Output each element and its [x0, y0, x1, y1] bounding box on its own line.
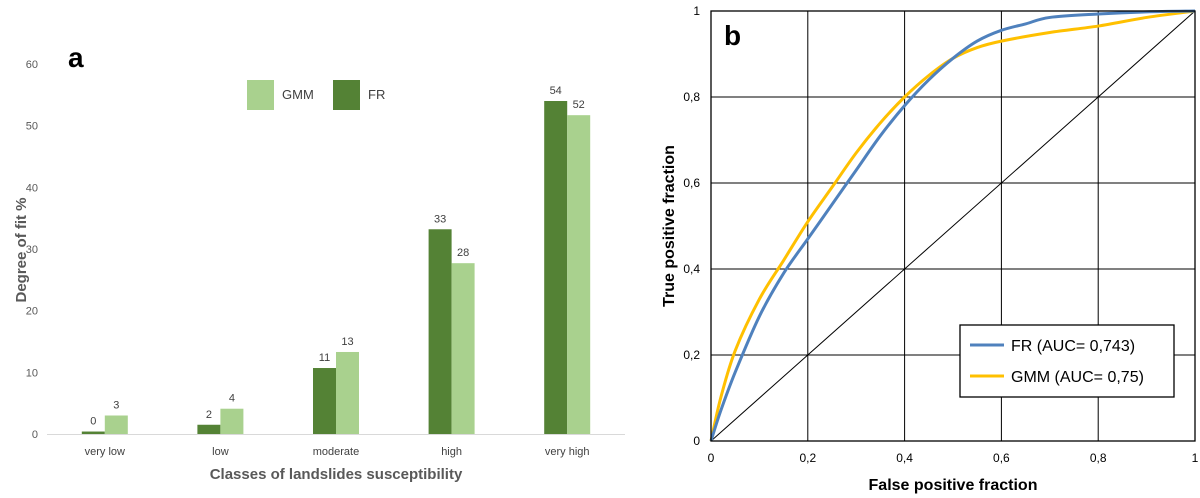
data-label-fr: 33: [434, 213, 446, 225]
data-label-fr: 0: [90, 416, 96, 428]
x-tick-label-b: 0,4: [896, 451, 913, 465]
legend-box-b: [959, 324, 1175, 398]
series-lines-b: [709, 9, 1196, 442]
y-tick-label-a: 10: [26, 367, 38, 379]
y-tick-label-a: 40: [26, 182, 38, 194]
y-axis-title-a: Degree of fit %: [13, 197, 30, 302]
bar-gmm: [567, 115, 591, 434]
legend-label-gmm: GMM: [282, 87, 314, 102]
bar-fr: [197, 424, 221, 434]
data-label-gmm: 52: [573, 99, 585, 111]
panel-label-b: b: [724, 20, 741, 51]
legend-a: GMM FR: [247, 80, 385, 110]
data-label-fr: 11: [319, 352, 330, 364]
panel-label-a: a: [68, 42, 84, 73]
x-tick-label-b: 0,2: [799, 451, 816, 465]
x-axis-title-b: False positive fraction: [869, 477, 1038, 494]
y-tick-label-b: 1: [693, 4, 700, 18]
y-tick-label-a: 0: [32, 429, 38, 441]
category-label-a: moderate: [313, 446, 359, 458]
legend-swatch-gmm: [247, 80, 274, 110]
y-tick-label-a: 30: [26, 244, 38, 256]
bar-gmm: [220, 408, 244, 434]
data-label-gmm: 4: [229, 393, 235, 405]
y-tick-label-b: 0,4: [683, 262, 700, 276]
plot-frame-b: [710, 10, 1196, 442]
x-tick-label-b: 0,8: [1090, 451, 1107, 465]
x-tick-label-b: 0: [708, 451, 715, 465]
bar-fr: [313, 368, 336, 434]
y-tick-label-a: 50: [26, 121, 38, 133]
legend-b: FR (AUC= 0,743) GMM (AUC= 0,75): [959, 324, 1175, 398]
data-label-gmm: 3: [113, 400, 119, 412]
data-label-fr: 54: [550, 85, 562, 97]
legend-label-fr: FR: [368, 87, 385, 102]
y-axis-title-b: True positive fraction: [661, 145, 678, 307]
data-label-fr: 2: [206, 409, 212, 421]
y-tick-label-b: 0,2: [683, 348, 700, 362]
y-tick-label-b: 0,6: [683, 176, 700, 190]
bar-gmm: [336, 351, 359, 434]
x-tick-label-b: 1: [1192, 451, 1199, 465]
bar-fr: [81, 431, 105, 434]
y-ticks-a: 0 10 20 30 40 50 60: [26, 59, 38, 441]
x-axis-title-a: Classes of landslides susceptibility: [210, 466, 463, 483]
chart-b: 00 0,2 0,2 0,4 0,4 0,6 0,6 0,8 0,8 1 1 b True posi…: [661, 4, 1199, 494]
data-labels-a: 0 3 2 4 11 13 33 28 54 52: [90, 85, 585, 428]
category-labels-a: very low low moderate high very high: [85, 446, 590, 458]
diagonal-reference-line: [710, 10, 1196, 442]
data-label-gmm: 28: [457, 247, 469, 259]
y-tick-label-a: 20: [26, 306, 38, 318]
chart-a: a Degree of fit % Classes of landslides …: [13, 42, 625, 483]
bar-fr: [428, 229, 452, 434]
y-tick-label-a: 60: [26, 59, 38, 71]
bar-gmm: [451, 263, 475, 434]
category-label-a: low: [212, 446, 229, 458]
legend-swatch-fr: [333, 80, 360, 110]
data-label-gmm: 13: [341, 336, 353, 348]
bars-a: [81, 101, 591, 434]
roc-curve-fr: [709, 9, 1196, 442]
legend-label-fr-auc: FR (AUC= 0,743): [1011, 338, 1135, 355]
roc-curve-gmm: [709, 9, 1196, 442]
legend-label-gmm-auc: GMM (AUC= 0,75): [1011, 369, 1144, 386]
y-tick-label-b: 0,8: [683, 90, 700, 104]
bar-fr: [544, 101, 568, 434]
x-tick-label-b: 0,6: [993, 451, 1010, 465]
y-tick-label-b: 0: [693, 434, 700, 448]
bar-gmm: [104, 415, 128, 434]
category-label-a: very high: [545, 446, 590, 458]
ticks-b: 00 0,2 0,2 0,4 0,4 0,6 0,6 0,8 0,8 1 1: [683, 4, 1198, 465]
category-label-a: high: [441, 446, 462, 458]
category-label-a: very low: [85, 446, 125, 458]
